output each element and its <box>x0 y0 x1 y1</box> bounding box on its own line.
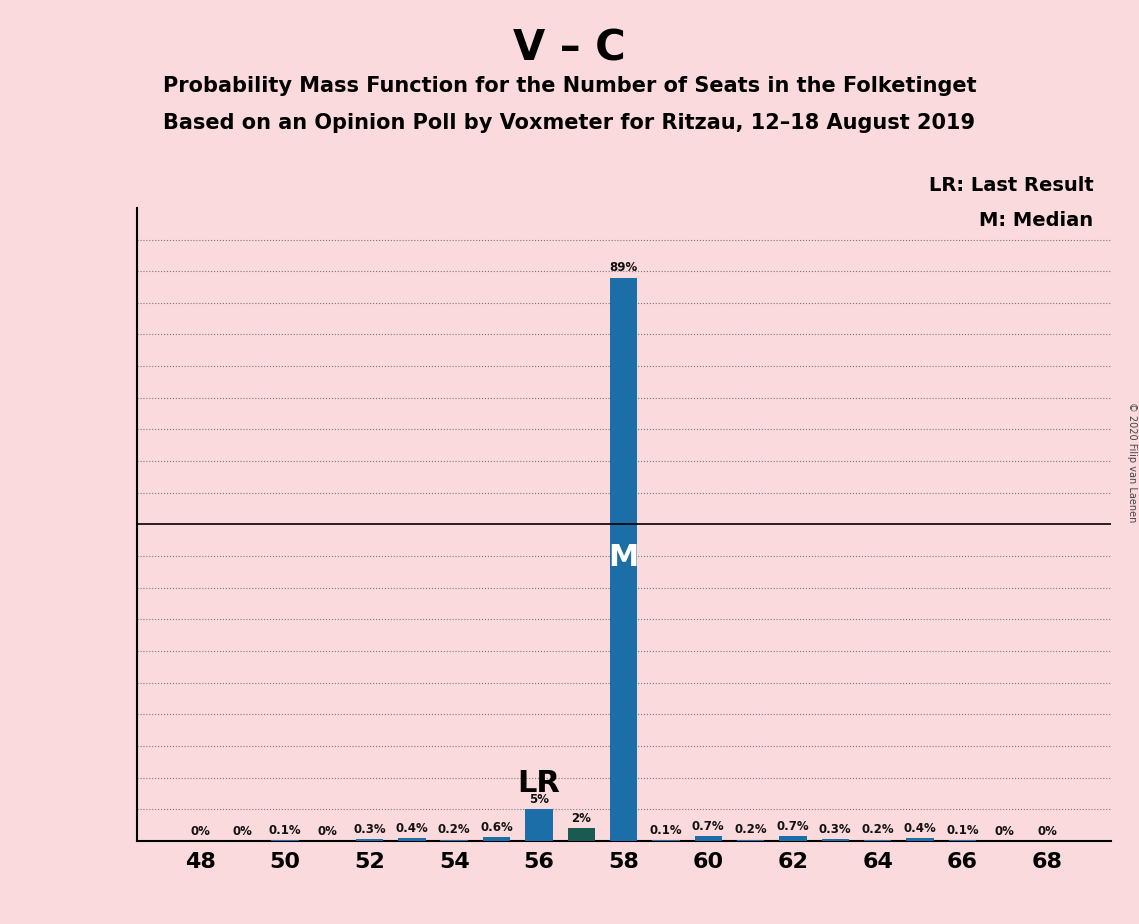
Text: 0.2%: 0.2% <box>861 823 894 836</box>
Text: 0%: 0% <box>318 825 337 838</box>
Bar <box>567 828 595 841</box>
Text: V – C: V – C <box>514 28 625 69</box>
Bar <box>525 809 552 841</box>
Text: 0.2%: 0.2% <box>735 823 767 836</box>
Text: Probability Mass Function for the Number of Seats in the Folketinget: Probability Mass Function for the Number… <box>163 76 976 96</box>
Bar <box>779 836 806 841</box>
Text: M: Median: M: Median <box>980 211 1093 230</box>
Bar <box>737 840 764 841</box>
Bar <box>695 836 722 841</box>
Text: 0.3%: 0.3% <box>353 822 386 836</box>
Text: 0.3%: 0.3% <box>819 822 852 836</box>
Text: LR: Last Result: LR: Last Result <box>928 176 1093 195</box>
Text: Based on an Opinion Poll by Voxmeter for Ritzau, 12–18 August 2019: Based on an Opinion Poll by Voxmeter for… <box>163 113 976 133</box>
Bar <box>355 839 384 841</box>
Text: 0.4%: 0.4% <box>395 822 428 835</box>
Bar <box>399 838 426 841</box>
Text: 0%: 0% <box>1038 825 1057 838</box>
Text: 0.7%: 0.7% <box>693 821 724 833</box>
Text: LR: LR <box>517 769 560 797</box>
Text: M: M <box>608 543 639 572</box>
Text: 0.1%: 0.1% <box>947 824 978 837</box>
Text: 0%: 0% <box>232 825 253 838</box>
Text: 0.6%: 0.6% <box>481 821 513 833</box>
Bar <box>821 839 849 841</box>
Text: © 2020 Filip van Laenen: © 2020 Filip van Laenen <box>1126 402 1137 522</box>
Bar <box>863 840 892 841</box>
Text: 5%: 5% <box>528 793 549 806</box>
Text: 0.1%: 0.1% <box>269 824 301 837</box>
Bar <box>907 838 934 841</box>
Bar <box>609 277 638 841</box>
Text: 0%: 0% <box>190 825 210 838</box>
Text: 0.7%: 0.7% <box>777 821 810 833</box>
Text: 0.4%: 0.4% <box>903 822 936 835</box>
Text: 89%: 89% <box>609 261 638 274</box>
Bar <box>441 840 468 841</box>
Text: 2%: 2% <box>572 812 591 825</box>
Text: 0.2%: 0.2% <box>437 823 470 836</box>
Text: 0%: 0% <box>994 825 1015 838</box>
Text: 0.1%: 0.1% <box>649 824 682 837</box>
Bar <box>483 837 510 841</box>
